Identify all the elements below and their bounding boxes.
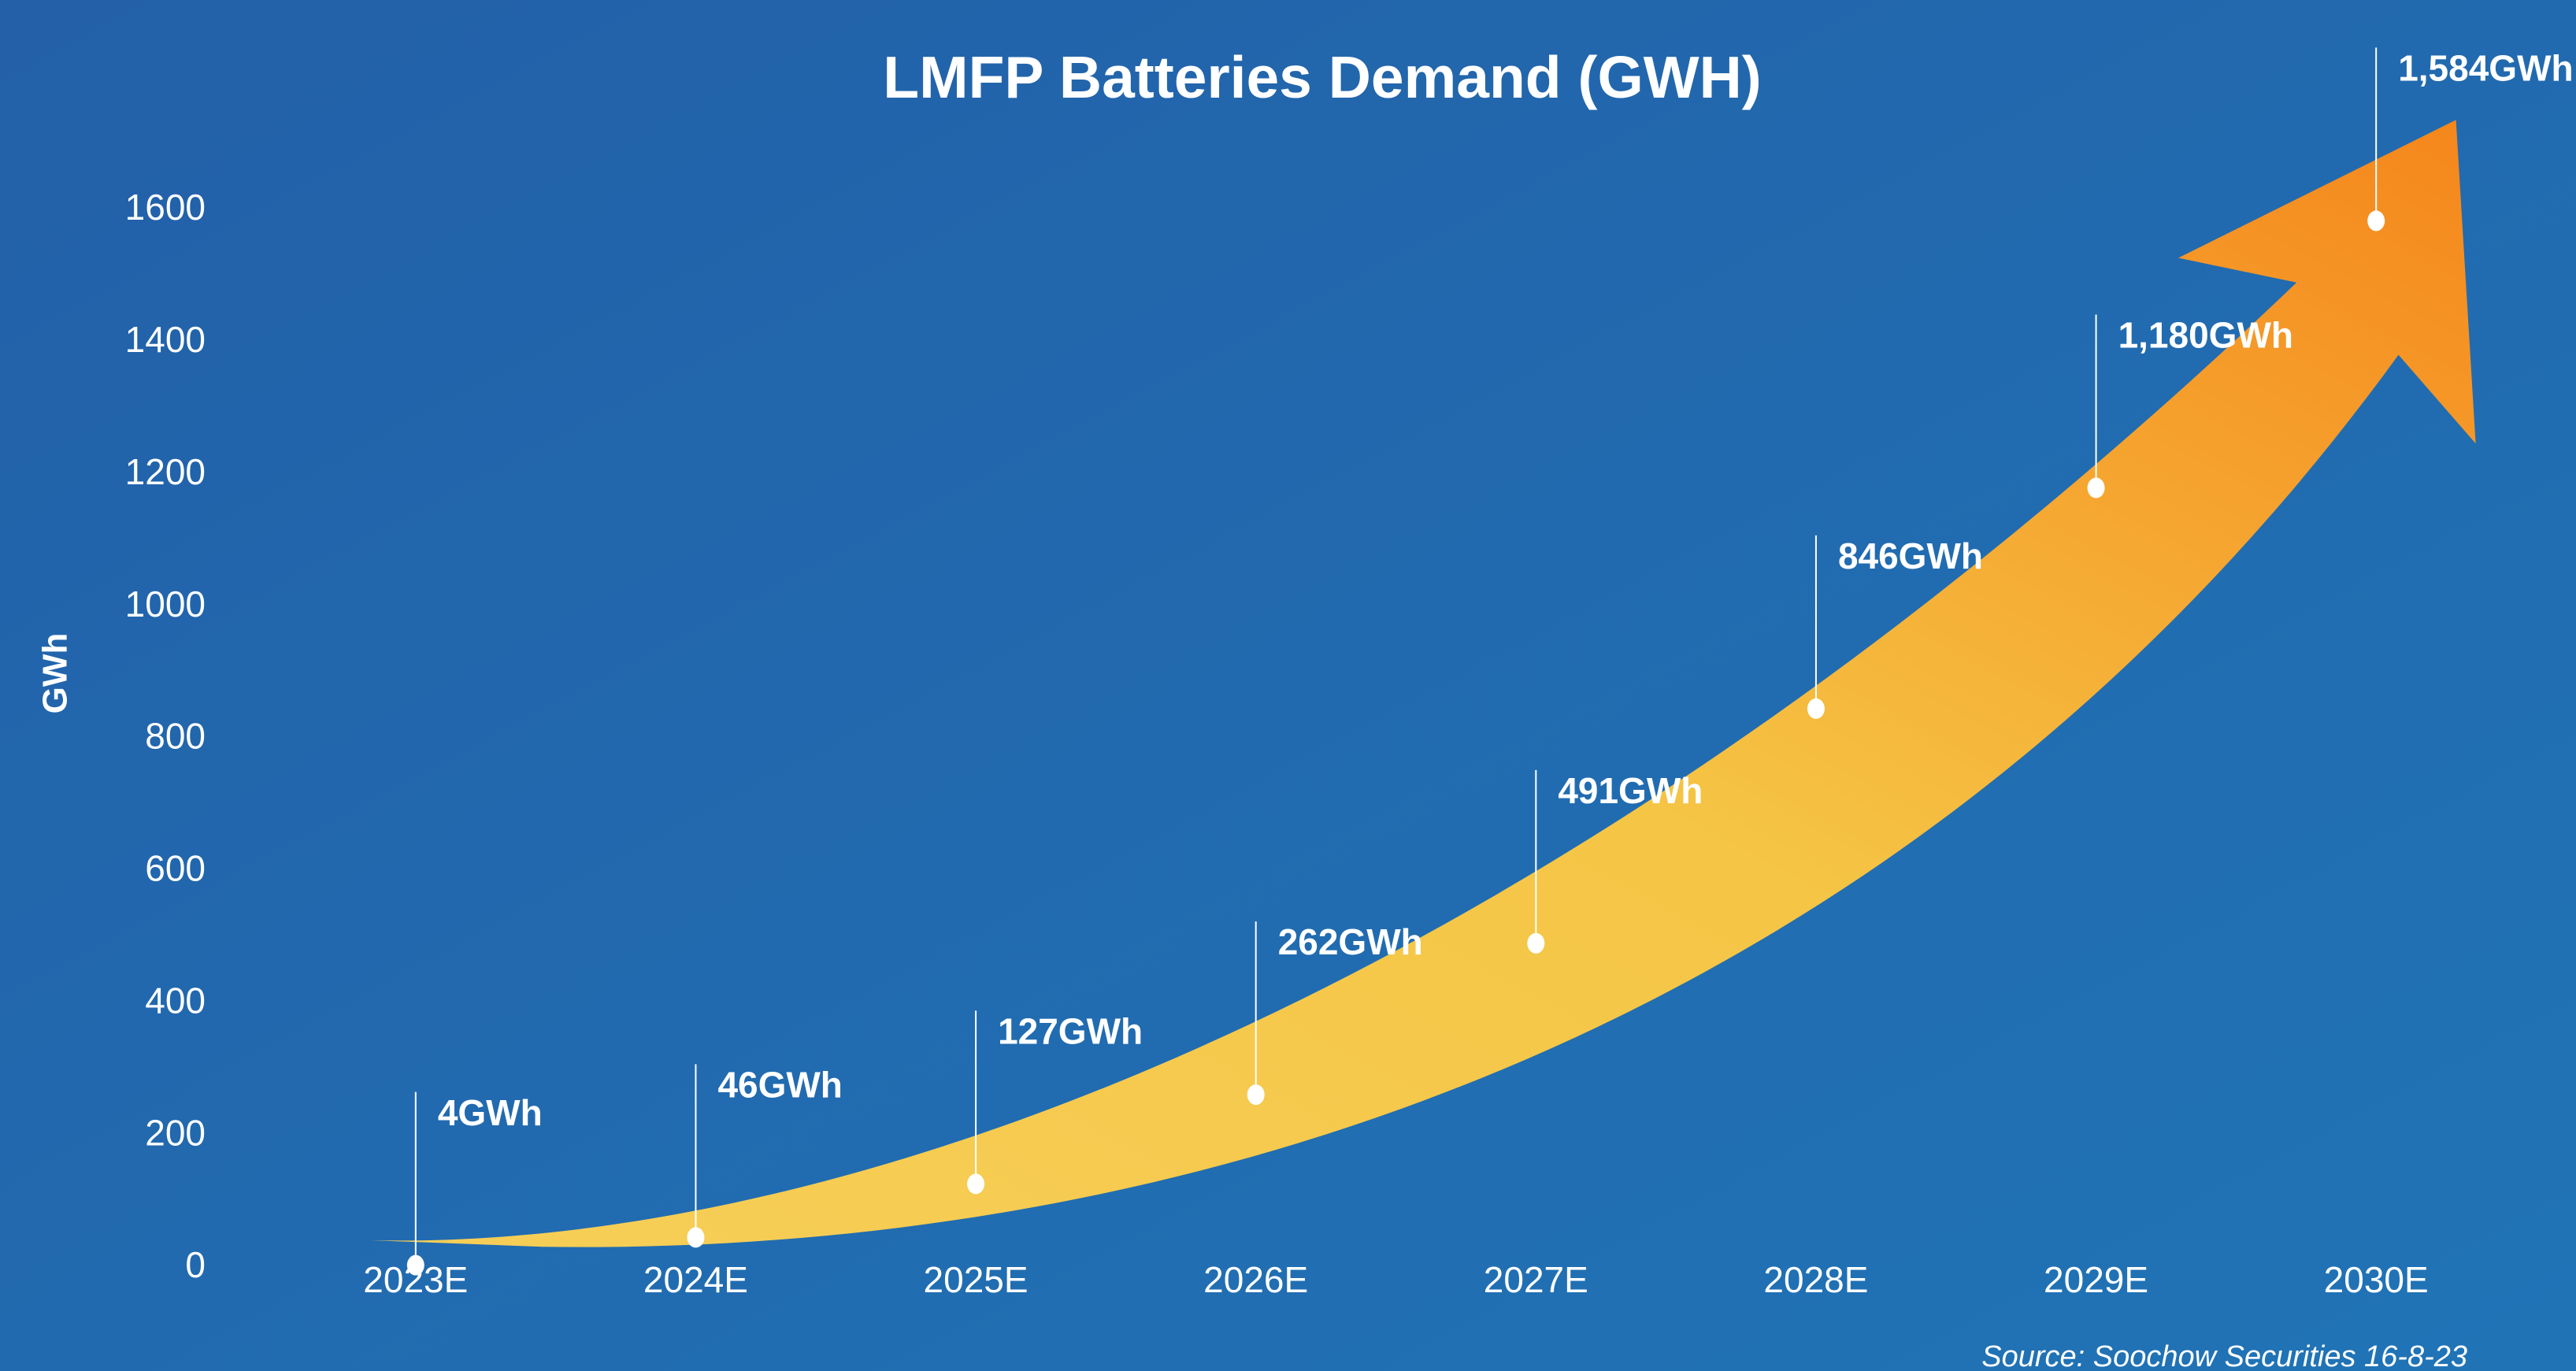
- value-label: 127GWh: [998, 1011, 1143, 1052]
- y-tick-label: 0: [185, 1244, 206, 1285]
- x-tick-label: 2030E: [2324, 1259, 2429, 1300]
- x-tick-label: 2029E: [2044, 1259, 2148, 1300]
- data-point: [687, 1227, 704, 1247]
- x-tick-label: 2025E: [924, 1259, 1029, 1300]
- value-label: 846GWh: [1838, 535, 1983, 576]
- data-point: [1527, 933, 1544, 954]
- data-point: [2088, 478, 2105, 498]
- value-label: 1,180GWh: [2118, 315, 2293, 356]
- y-tick-label: 400: [145, 980, 206, 1021]
- data-point: [1807, 698, 1825, 719]
- chart-title: LMFP Batteries Demand (GWH): [883, 44, 1761, 110]
- x-tick-label: 2024E: [643, 1259, 748, 1300]
- x-tick-label: 2026E: [1203, 1259, 1308, 1300]
- data-point: [1247, 1084, 1265, 1105]
- y-tick-label: 600: [145, 848, 206, 889]
- value-label: 1,584GWh: [2398, 48, 2573, 89]
- x-tick-label: 2028E: [1763, 1259, 1868, 1300]
- chart: LMFP Batteries Demand (GWH) GWh Source: …: [0, 0, 2576, 1371]
- data-point: [967, 1173, 984, 1194]
- y-tick-label: 200: [145, 1112, 206, 1153]
- y-tick-label: 1600: [125, 187, 206, 228]
- y-tick-label: 800: [145, 716, 206, 757]
- data-point: [2367, 210, 2385, 231]
- y-axis-label: GWh: [36, 633, 75, 714]
- x-tick-label: 2027E: [1484, 1259, 1588, 1300]
- background: [0, 0, 2576, 1371]
- data-point: [407, 1255, 424, 1276]
- page: {"chart_data": {"type": "line", "title":…: [0, 0, 2576, 1371]
- y-tick-label: 1200: [125, 451, 206, 492]
- source-note: Source: Soochow Securities 16-8-23: [1981, 1340, 2467, 1371]
- value-label: 46GWh: [717, 1065, 842, 1106]
- value-label: 491GWh: [1558, 770, 1703, 811]
- y-tick-label: 1000: [125, 584, 206, 624]
- value-label: 262GWh: [1278, 921, 1423, 962]
- y-tick-label: 1400: [125, 319, 206, 360]
- value-label: 4GWh: [438, 1092, 543, 1133]
